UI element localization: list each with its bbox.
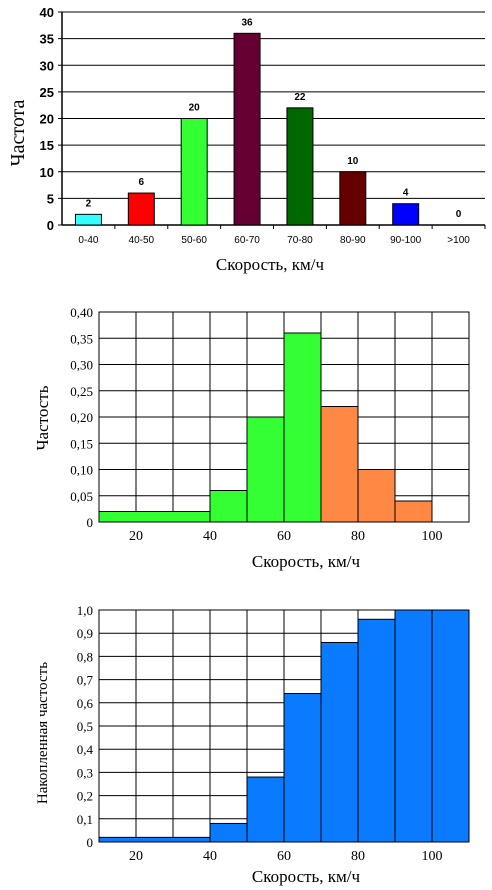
chart3-y-tick-label: 0,8 (77, 649, 93, 664)
chart1-x-tick-label: 80-90 (340, 235, 366, 246)
cumulative-frequency-histogram: 0 0,1 0,2 0,3 0,4 0,5 0,6 0,7 0,8 0,9 1,0 20 40 60 80 1… (77, 603, 470, 864)
chart1-data-label: 2 (86, 198, 92, 209)
chart1-data-label: 20 (189, 103, 201, 114)
chart1-bar (286, 107, 314, 226)
chart1-y-tick-label: 35 (40, 32, 54, 47)
chart3-bar (283, 693, 322, 843)
chart1-y-tick-label: 0 (47, 218, 54, 233)
chart3-bar (320, 641, 359, 843)
chart1-y-tick-label: 30 (40, 58, 54, 73)
chart1-y-tick-label: 25 (40, 85, 54, 100)
chart1-y-tick-label: 20 (40, 112, 54, 127)
chart1-x-tick-label: 70-80 (287, 235, 313, 246)
chart1-x-tick-label: >100 (447, 235, 470, 246)
chart1-y-tick-label: 40 (40, 5, 54, 20)
chart3-y-tick-label: 0,9 (77, 626, 93, 641)
chart2-x-tick-label: 60 (277, 529, 291, 544)
chart3-bar (431, 609, 470, 843)
chart1-bar (339, 171, 367, 226)
chart2-x-axis-label: Скорость, км/ч (252, 552, 361, 571)
chart1-bar (233, 32, 261, 226)
chart1-y-tick-label: 15 (40, 138, 54, 153)
chart3-x-tick-label: 80 (351, 849, 365, 864)
chart3-y-tick-label: 1,0 (77, 603, 93, 618)
chart1-x-tick-label: 90-100 (390, 235, 422, 246)
chart1-data-label: 4 (403, 188, 409, 199)
chart2-x-tick-label: 100 (422, 529, 443, 544)
chart3-bar (357, 618, 396, 843)
chart3-x-tick-label: 100 (422, 849, 443, 864)
chart1-y-tick-label: 5 (47, 191, 54, 206)
chart1-bar (392, 203, 420, 226)
chart1-bar (180, 118, 208, 226)
relative-frequency-histogram: 0 0,05 0,10 0,15 0,20 0,25 0,30 0,35 0,40 20 40 60 8… (70, 305, 470, 544)
chart2-y-tick-label: 0,05 (70, 489, 93, 504)
chart1-data-label: 0 (456, 209, 462, 220)
chart2-x-tick-label: 40 (203, 529, 217, 544)
chart1-data-label: 36 (242, 17, 254, 28)
chart2-bar (320, 406, 359, 523)
chart3-x-tick-label: 20 (129, 849, 143, 864)
chart2-x-tick-label: 20 (129, 529, 143, 544)
chart1-x-tick-label: 50-60 (181, 235, 207, 246)
chart2-y-tick-label: 0,25 (70, 384, 93, 399)
chart2-y-tick-label: 0,35 (70, 331, 93, 346)
chart3-bar (246, 776, 285, 843)
chart2-bar (357, 469, 396, 523)
chart1-bar (127, 192, 155, 226)
chart1-data-label: 22 (294, 92, 306, 103)
chart1-data-label: 6 (139, 177, 145, 188)
chart1-y-axis-label: Частота (7, 99, 29, 166)
chart1-data-label: 10 (347, 156, 359, 167)
chart2-y-tick-label: 0 (87, 515, 94, 530)
chart2-bar (283, 332, 322, 523)
chart1-bar (74, 213, 102, 226)
chart3-x-tick-label: 60 (277, 849, 291, 864)
chart2-y-axis-label: Частость (33, 385, 52, 450)
chart3-y-tick-label: 0,1 (77, 812, 93, 827)
chart1-x-axis-label: Скорость, км/ч (216, 255, 325, 274)
chart3-bar (98, 836, 211, 843)
chart1-x-tick-label: 60-70 (234, 235, 260, 246)
chart3-bar (209, 822, 248, 843)
chart3-y-tick-label: 0,5 (77, 719, 93, 734)
chart3-frame (98, 609, 470, 843)
chart1-x-tick-label: 0-40 (78, 235, 98, 246)
chart3-y-tick-label: 0,4 (77, 742, 94, 757)
chart3-y-tick-label: 0,6 (77, 696, 94, 711)
chart1-x-tick-label: 40-50 (129, 235, 155, 246)
chart2-y-tick-label: 0,20 (70, 410, 93, 425)
chart2-y-tick-label: 0,10 (70, 463, 93, 478)
chart3-y-tick-label: 0,3 (77, 765, 93, 780)
chart2-bar (209, 490, 248, 523)
chart2-x-tick-label: 80 (351, 529, 365, 544)
chart3-y-tick-label: 0,2 (77, 789, 93, 804)
chart2-y-tick-label: 0,15 (70, 436, 93, 451)
chart2-y-tick-label: 0,30 (70, 358, 93, 373)
chart3-y-tick-label: 0 (87, 835, 94, 850)
chart2-bar (394, 500, 433, 523)
chart3-y-axis-label: Накопленная частость (35, 662, 51, 804)
chart1-y-tick-label: 10 (40, 165, 54, 180)
chart3-x-tick-label: 40 (203, 849, 217, 864)
chart2-bar (246, 416, 285, 523)
chart3-y-tick-label: 0,7 (77, 673, 94, 688)
frequency-bar-chart: 051015202530354020-40640-502050-603660-7… (40, 5, 486, 246)
chart3-x-axis-label: Скорость, км/ч (252, 867, 361, 886)
chart3-bar (394, 609, 433, 843)
chart2-y-tick-label: 0,40 (70, 305, 93, 320)
chart2-bar (98, 511, 211, 523)
chart2-frame (98, 311, 470, 523)
